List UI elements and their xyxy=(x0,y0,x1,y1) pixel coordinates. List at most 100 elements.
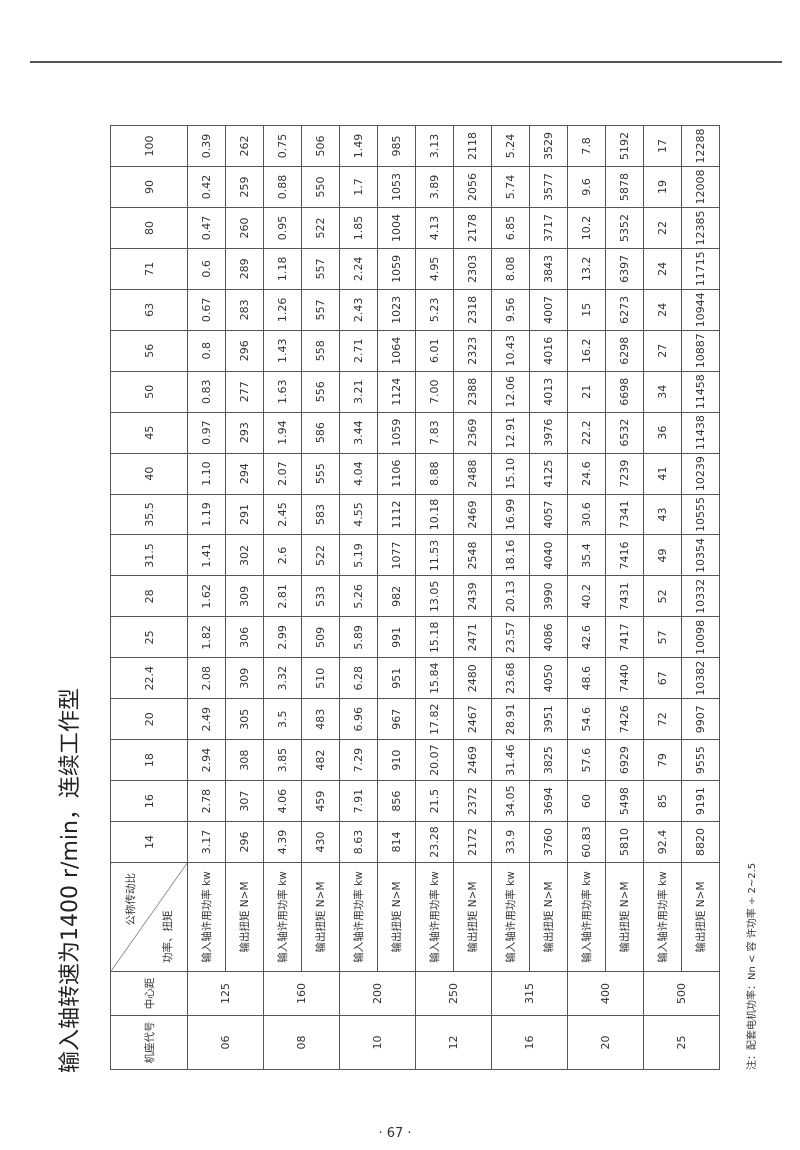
power-value: 40.2 xyxy=(567,575,606,617)
power-label: 输入轴许用功率 kw xyxy=(263,862,302,972)
table-row-power: 06 125 输入轴许用功率 kw 3.17 2.78 2.94 2.49 2.08 1.82 1… xyxy=(187,125,264,1070)
ratio-header: 50 xyxy=(110,371,188,413)
machine-code: 08 xyxy=(263,1015,340,1070)
power-value: 85 xyxy=(643,780,682,822)
torque-value: 4013 xyxy=(529,371,568,413)
torque-value: 10555 xyxy=(681,494,720,535)
power-value: 5.74 xyxy=(491,166,530,208)
torque-value: 3825 xyxy=(529,739,568,781)
power-value: 2.08 xyxy=(187,657,226,699)
power-value: 2.94 xyxy=(187,739,226,781)
torque-value: 10239 xyxy=(681,453,720,495)
power-value: 6.96 xyxy=(339,698,378,740)
power-value: 21.5 xyxy=(415,780,454,822)
torque-value: 10382 xyxy=(681,657,720,699)
power-value: 5.19 xyxy=(339,535,378,576)
torque-label: 输出扭矩 N>M xyxy=(453,862,492,972)
torque-label: 输出扭矩 N>M xyxy=(225,862,264,972)
power-value: 7.8 xyxy=(567,125,606,167)
torque-value: 9907 xyxy=(681,698,720,740)
power-value: 2.81 xyxy=(263,575,302,617)
power-value: 1.18 xyxy=(263,248,302,290)
power-value: 43 xyxy=(643,494,682,535)
power-value: 57.6 xyxy=(567,739,606,781)
power-value: 30.6 xyxy=(567,494,606,535)
ratio-header: 28 xyxy=(110,575,188,617)
power-value: 4.55 xyxy=(339,494,378,535)
torque-value: 306 xyxy=(225,616,264,658)
ratio-header: 80 xyxy=(110,207,188,249)
torque-value: 1124 xyxy=(377,371,416,413)
torque-value: 10887 xyxy=(681,330,720,372)
torque-value: 4057 xyxy=(529,494,568,535)
torque-value: 6929 xyxy=(605,739,644,781)
machine-code: 25 xyxy=(643,1015,720,1070)
power-value: 2.78 xyxy=(187,780,226,822)
power-value: 1.63 xyxy=(263,371,302,413)
power-value: 0.67 xyxy=(187,289,226,331)
power-value: 52 xyxy=(643,575,682,617)
power-value: 12.91 xyxy=(491,412,530,454)
torque-value: 7440 xyxy=(605,657,644,699)
power-value: 4.06 xyxy=(263,780,302,822)
power-value: 15 xyxy=(567,289,606,331)
power-value: 5.24 xyxy=(491,125,530,167)
power-value: 16.2 xyxy=(567,330,606,372)
header-machine-code: 机座代号 xyxy=(110,1015,188,1070)
torque-value: 8820 xyxy=(681,821,720,863)
table-row-power: 10 200 输入轴许用功率 kw 8.63 7.91 7.29 6.96 6.28 5.89 5… xyxy=(339,125,416,1070)
power-value: 2.24 xyxy=(339,248,378,290)
torque-value: 509 xyxy=(301,616,340,658)
torque-value: 2471 xyxy=(453,616,492,658)
ratio-header: 20 xyxy=(110,698,188,740)
top-rule xyxy=(30,61,782,63)
torque-value: 7416 xyxy=(605,535,644,576)
power-value: 0.6 xyxy=(187,248,226,290)
power-value: 2.07 xyxy=(263,453,302,495)
torque-value: 1023 xyxy=(377,289,416,331)
torque-value: 3760 xyxy=(529,821,568,863)
torque-value: 1077 xyxy=(377,535,416,576)
power-value: 7.83 xyxy=(415,412,454,454)
power-value: 0.75 xyxy=(263,125,302,167)
page-title: 输入轴转速为1400 r/min，连续工作型 xyxy=(58,688,83,1073)
torque-value: 283 xyxy=(225,289,264,331)
ratio-header: 18 xyxy=(110,739,188,781)
torque-value: 3990 xyxy=(529,575,568,617)
torque-value: 430 xyxy=(301,821,340,863)
torque-value: 7341 xyxy=(605,494,644,535)
torque-value: 296 xyxy=(225,821,264,863)
ratio-header: 63 xyxy=(110,289,188,331)
center-distance: 500 xyxy=(643,971,720,1016)
torque-value: 6532 xyxy=(605,412,644,454)
power-value: 2.45 xyxy=(263,494,302,535)
torque-value: 2480 xyxy=(453,657,492,699)
power-value: 20.07 xyxy=(415,739,454,781)
torque-value: 1112 xyxy=(377,494,416,535)
torque-label: 输出扭矩 N>M xyxy=(681,862,720,972)
power-value: 35.4 xyxy=(567,535,606,576)
power-value: 2.43 xyxy=(339,289,378,331)
page-number: · 67 · xyxy=(378,1126,412,1141)
torque-value: 4086 xyxy=(529,616,568,658)
torque-value: 1004 xyxy=(377,207,416,249)
torque-value: 2469 xyxy=(453,739,492,781)
header-ratio-label: 公称传动比 xyxy=(125,873,137,926)
power-value: 6.85 xyxy=(491,207,530,249)
power-value: 10.18 xyxy=(415,494,454,535)
torque-value: 583 xyxy=(301,494,340,535)
torque-value: 289 xyxy=(225,248,264,290)
power-label: 输入轴许用功率 kw xyxy=(567,862,606,972)
torque-value: 5810 xyxy=(605,821,644,863)
power-value: 0.97 xyxy=(187,412,226,454)
torque-label: 输出扭矩 N>M xyxy=(377,862,416,972)
power-value: 11.53 xyxy=(415,535,454,576)
power-value: 27 xyxy=(643,330,682,372)
torque-value: 522 xyxy=(301,207,340,249)
torque-value: 1059 xyxy=(377,412,416,454)
power-value: 1.19 xyxy=(187,494,226,535)
torque-value: 291 xyxy=(225,494,264,535)
torque-value: 302 xyxy=(225,535,264,576)
power-value: 4.04 xyxy=(339,453,378,495)
